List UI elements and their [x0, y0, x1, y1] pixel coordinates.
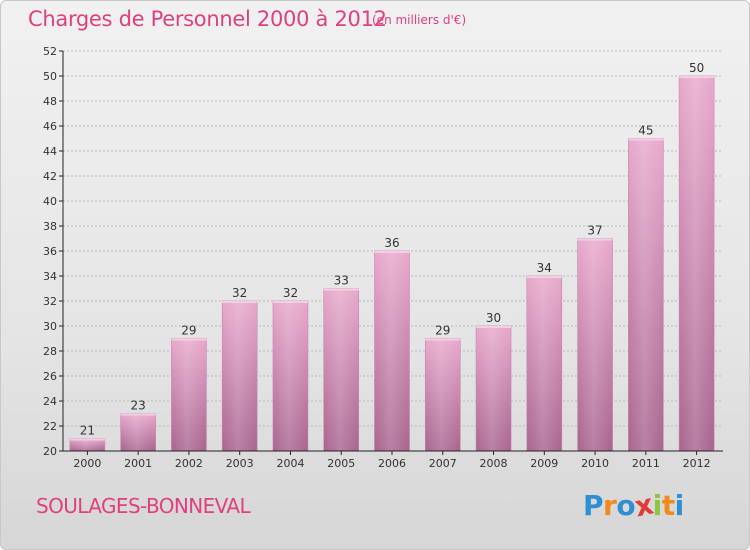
bar-top-2011 [628, 138, 664, 141]
data-label: 36 [384, 236, 399, 250]
x-tick-label: 2003 [226, 457, 254, 470]
x-tick-label: 2007 [429, 457, 457, 470]
logo-letter: o [616, 489, 636, 522]
bar-top-2004 [272, 301, 308, 303]
y-tick-label: 22 [43, 420, 57, 433]
bar-top-2000 [69, 438, 105, 441]
data-label: 21 [80, 424, 95, 438]
x-tick-label: 2006 [378, 457, 406, 470]
bar-shine-2005 [323, 288, 359, 451]
x-tick-label: 2000 [73, 457, 101, 470]
bar-shine-2010 [577, 238, 613, 451]
y-tick-label: 42 [43, 170, 57, 183]
y-tick-label: 40 [43, 195, 57, 208]
logo-letter: t [661, 489, 675, 522]
bar-top-2008 [476, 326, 512, 328]
x-tick-label: 2009 [530, 457, 558, 470]
data-label: 37 [587, 224, 602, 238]
y-tick-label: 36 [43, 245, 57, 258]
axes: 20 22 24 26 28 30 32 34 36 38 40 42 44 46 48 50 52 2000 20… [43, 45, 723, 470]
logo-letter: P [583, 489, 604, 522]
data-label: 45 [638, 124, 653, 138]
chart-subtitle: (en milliers d'€) [372, 13, 467, 27]
chart-title: Charges de Personnel 2000 à 2012 [28, 7, 387, 31]
data-label: 29 [181, 324, 196, 338]
bar-top-2005 [323, 288, 359, 291]
bar-top-2007 [425, 338, 461, 341]
data-label: 34 [537, 261, 552, 275]
bars [69, 75, 715, 452]
data-label: 32 [283, 286, 298, 300]
bar-shine-2012 [679, 76, 715, 451]
bar-top-2006 [374, 251, 410, 253]
data-label: 32 [232, 286, 247, 300]
y-tick-label: 50 [43, 70, 57, 83]
data-label: 30 [486, 311, 501, 325]
y-tick-label: 26 [43, 370, 57, 383]
y-tick-label: 32 [43, 295, 57, 308]
y-tick-label: 28 [43, 345, 57, 358]
y-tick-label: 30 [43, 320, 57, 333]
bar-top-2012 [679, 76, 715, 78]
x-tick-label: 2008 [480, 457, 508, 470]
data-label: 50 [689, 61, 704, 75]
bar-top-2009 [526, 276, 562, 278]
bar-shine-2000 [69, 438, 105, 451]
y-tick-label: 38 [43, 220, 57, 233]
bar-shine-2002 [171, 338, 207, 451]
bar-shine-2003 [222, 301, 258, 451]
logo-letter: i [652, 489, 663, 522]
x-tick-label: 2005 [327, 457, 355, 470]
bar-shine-2008 [476, 326, 512, 451]
data-label: 29 [435, 324, 450, 338]
bar-top-2003 [222, 301, 258, 303]
x-tick-label: 2002 [175, 457, 203, 470]
y-tick-label: 44 [43, 145, 57, 158]
bar-shine-2011 [628, 138, 664, 451]
y-tick-label: 20 [43, 445, 57, 458]
x-tick-label: 2001 [124, 457, 152, 470]
bar-top-2001 [120, 413, 156, 416]
y-tick-label: 46 [43, 120, 57, 133]
bar-top-2010 [577, 238, 613, 241]
x-tick-label: 2004 [276, 457, 304, 470]
bar-shine-2004 [272, 301, 308, 451]
data-label: 33 [334, 274, 349, 288]
bar-shine-2001 [120, 413, 156, 451]
logo-letter: r [603, 489, 617, 522]
x-tick-label: 2012 [683, 457, 711, 470]
x-tick-label: 2011 [632, 457, 660, 470]
data-label: 23 [131, 399, 146, 413]
town-name: SOULAGES-BONNEVAL [36, 494, 251, 518]
bar-shine-2006 [374, 251, 410, 451]
bar-shine-2007 [425, 338, 461, 451]
y-tick-label: 52 [43, 45, 57, 58]
x-tick-label: 2010 [581, 457, 609, 470]
data-labels: 21 23 29 32 32 33 36 29 30 34 37 45 50 [80, 61, 705, 438]
bar-top-2002 [171, 338, 207, 341]
proxiti-logo[interactable]: Proxiti [583, 488, 685, 524]
bar-shine-2009 [526, 276, 562, 451]
logo-letter: i [674, 489, 685, 522]
y-tick-label: 34 [43, 270, 57, 283]
y-tick-label: 48 [43, 95, 57, 108]
y-tick-label: 24 [43, 395, 57, 408]
